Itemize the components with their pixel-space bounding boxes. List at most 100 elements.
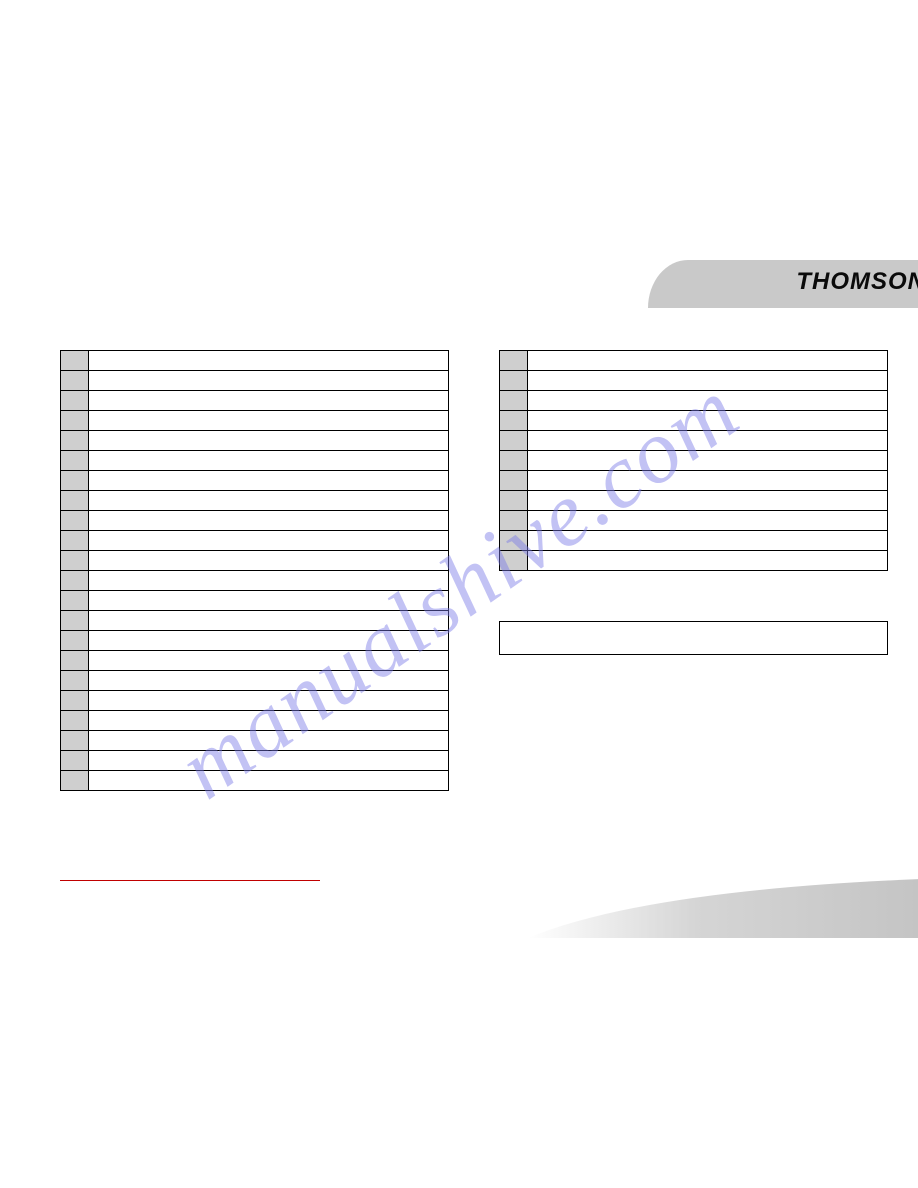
right-table (499, 350, 888, 571)
left-table-body (61, 351, 449, 791)
row-label-cell (89, 711, 449, 731)
row-label-cell (89, 431, 449, 451)
row-number-cell (500, 551, 528, 571)
row-label-cell (89, 551, 449, 571)
row-number-cell (61, 371, 89, 391)
row-label-cell (89, 731, 449, 751)
row-label-cell (89, 451, 449, 471)
row-label-cell (89, 571, 449, 591)
row-label-cell (528, 391, 888, 411)
table-row (500, 371, 888, 391)
left-table (60, 350, 449, 791)
row-number-cell (61, 631, 89, 651)
table-row (61, 371, 449, 391)
row-number-cell (61, 351, 89, 371)
row-label-cell (89, 611, 449, 631)
row-number-cell (500, 451, 528, 471)
table-row (61, 591, 449, 611)
row-label-cell (89, 411, 449, 431)
row-label-cell (89, 771, 449, 791)
row-number-cell (61, 391, 89, 411)
row-number-cell (61, 771, 89, 791)
row-label-cell (89, 591, 449, 611)
row-label-cell (528, 431, 888, 451)
table-row (61, 611, 449, 631)
row-label-cell (528, 471, 888, 491)
right-table-body (500, 351, 888, 571)
table-row (500, 471, 888, 491)
page: THOMSON manualshive.com (0, 0, 918, 1188)
row-label-cell (528, 531, 888, 551)
row-number-cell (61, 651, 89, 671)
row-label-cell (89, 631, 449, 651)
table-row (500, 391, 888, 411)
table-row (61, 451, 449, 471)
row-number-cell (61, 471, 89, 491)
row-number-cell (500, 531, 528, 551)
row-number-cell (500, 491, 528, 511)
table-row (61, 551, 449, 571)
table-row (500, 511, 888, 531)
footer-red-rule (60, 880, 320, 881)
row-label-cell (89, 391, 449, 411)
row-number-cell (500, 471, 528, 491)
table-row (61, 491, 449, 511)
table-row (61, 571, 449, 591)
row-number-cell (61, 671, 89, 691)
row-number-cell (61, 531, 89, 551)
row-label-cell (89, 671, 449, 691)
footer-swoosh-grey (528, 878, 918, 938)
row-label-cell (528, 451, 888, 471)
table-row (500, 551, 888, 571)
row-label-cell (89, 491, 449, 511)
table-row (61, 671, 449, 691)
left-column (60, 350, 449, 795)
table-row (61, 531, 449, 551)
row-number-cell (61, 551, 89, 571)
row-number-cell (500, 431, 528, 451)
row-number-cell (61, 751, 89, 771)
row-number-cell (500, 351, 528, 371)
table-row (61, 691, 449, 711)
table-row (500, 431, 888, 451)
row-number-cell (61, 511, 89, 531)
brand-logo-text: THOMSON (796, 268, 918, 296)
row-label-cell (528, 491, 888, 511)
row-label-cell (89, 371, 449, 391)
row-label-cell (89, 471, 449, 491)
row-label-cell (89, 691, 449, 711)
table-row (61, 391, 449, 411)
table-row (500, 351, 888, 371)
row-number-cell (500, 511, 528, 531)
table-row (61, 631, 449, 651)
table-row (61, 411, 449, 431)
row-number-cell (61, 571, 89, 591)
row-label-cell (528, 511, 888, 531)
table-row (61, 771, 449, 791)
table-row (61, 751, 449, 771)
row-number-cell (61, 711, 89, 731)
row-number-cell (61, 611, 89, 631)
table-row (61, 731, 449, 751)
row-label-cell (89, 651, 449, 671)
content-columns (60, 350, 888, 795)
table-row (500, 411, 888, 431)
row-number-cell (61, 451, 89, 471)
table-row (61, 351, 449, 371)
row-number-cell (500, 371, 528, 391)
row-number-cell (61, 691, 89, 711)
row-label-cell (528, 411, 888, 431)
table-row (61, 431, 449, 451)
right-column (499, 350, 888, 795)
table-row (61, 651, 449, 671)
table-row (500, 491, 888, 511)
row-number-cell (61, 731, 89, 751)
table-row (61, 511, 449, 531)
row-label-cell (528, 351, 888, 371)
row-label-cell (89, 531, 449, 551)
table-row (61, 471, 449, 491)
row-label-cell (528, 371, 888, 391)
table-row (500, 531, 888, 551)
row-number-cell (61, 491, 89, 511)
row-number-cell (500, 391, 528, 411)
